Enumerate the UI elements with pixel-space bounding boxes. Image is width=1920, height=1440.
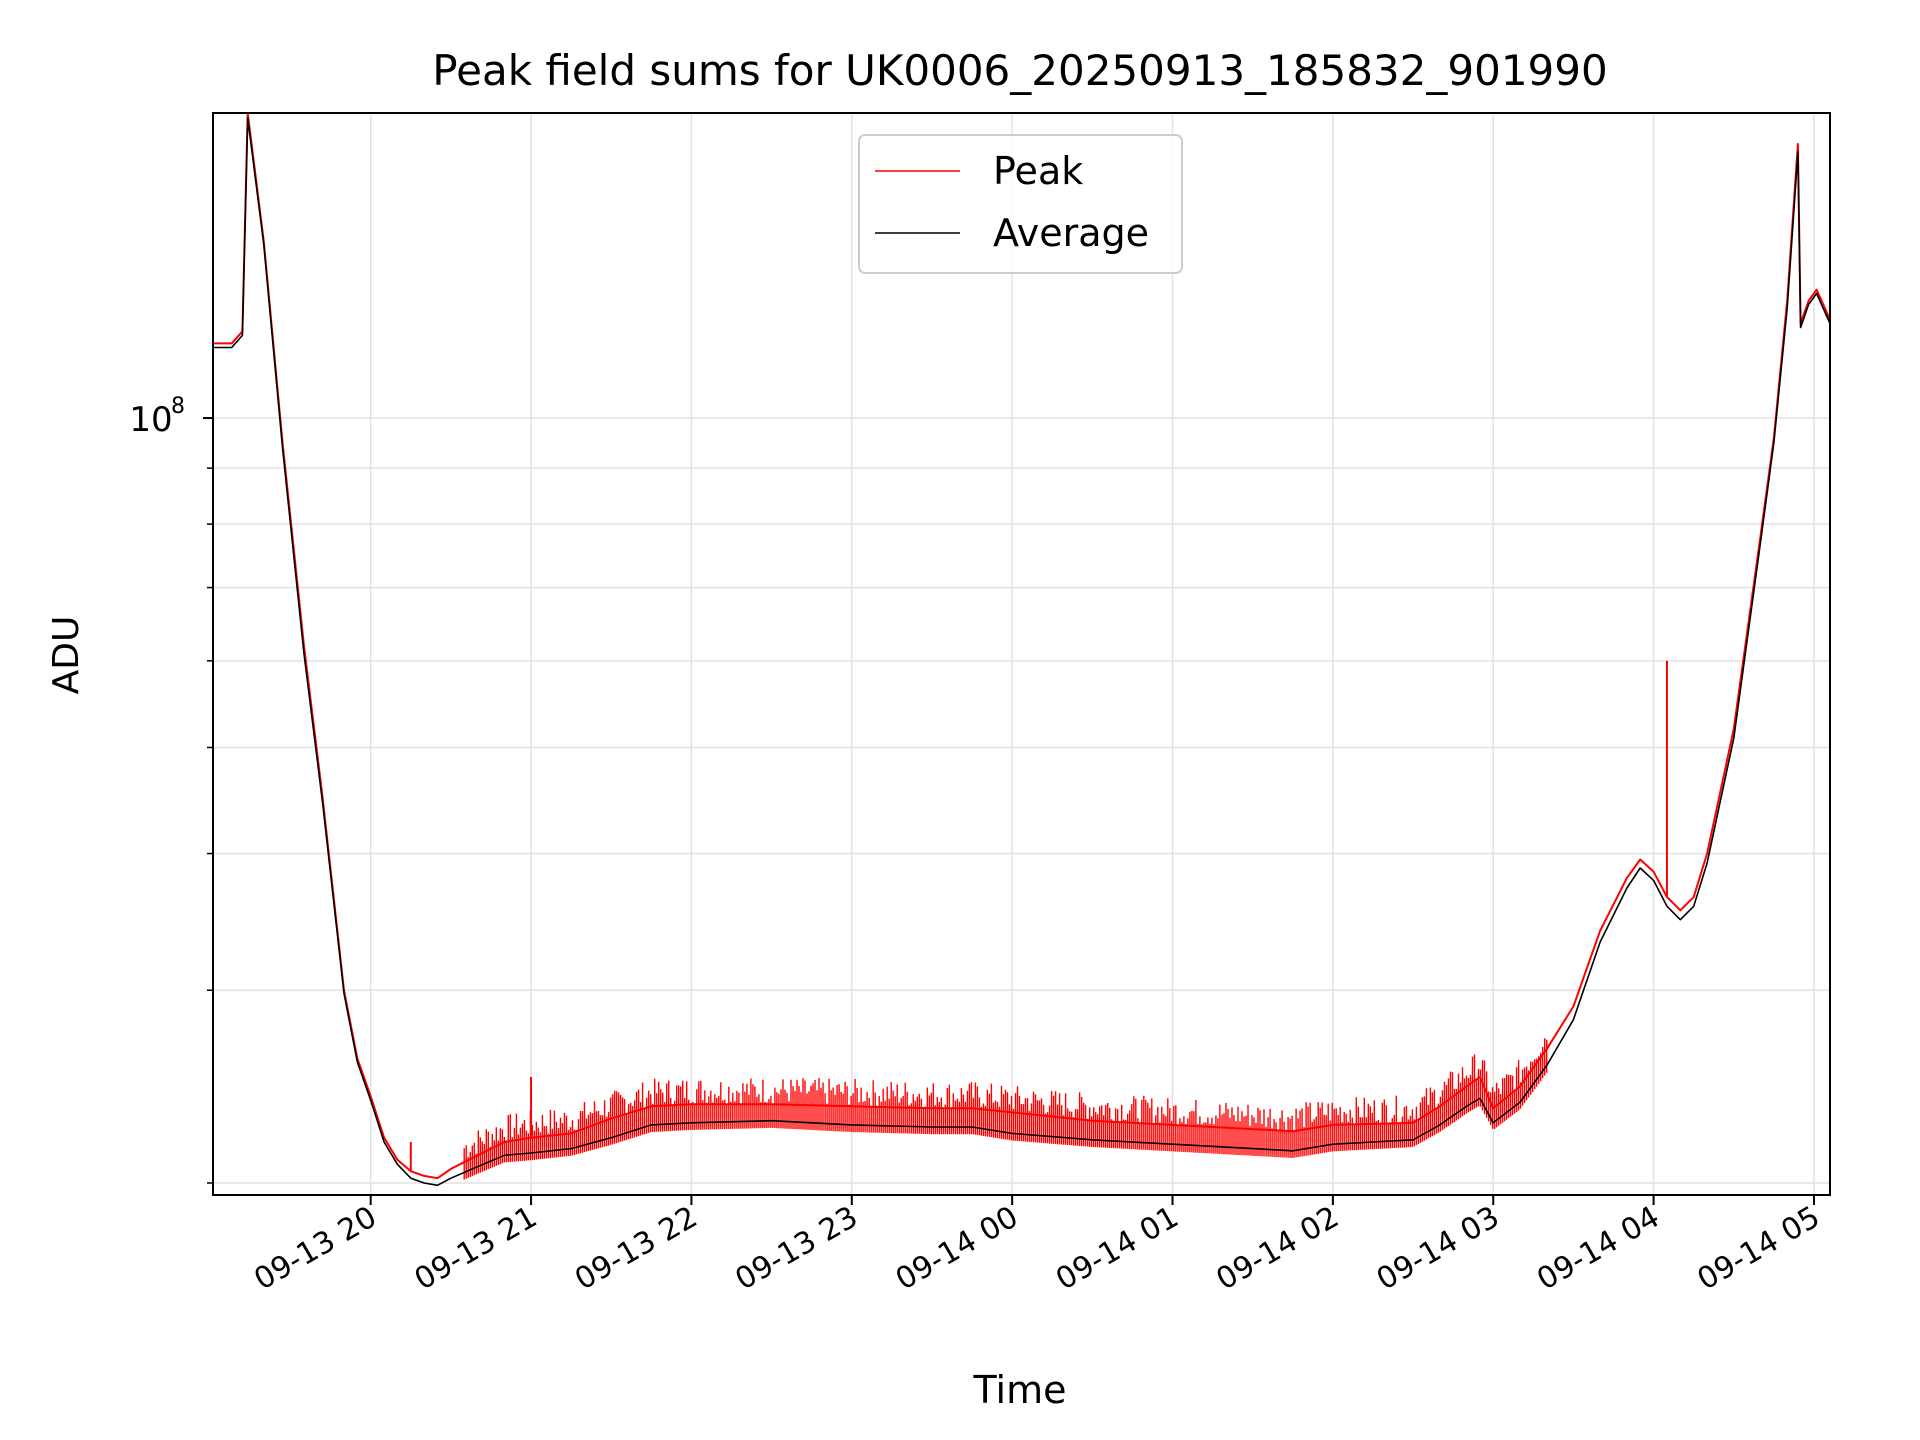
legend-average-label: Average <box>993 211 1149 255</box>
plot-frame <box>212 112 1831 1196</box>
y-tick-label-exponent: 8 <box>171 394 185 419</box>
grid-lines <box>213 113 1830 1195</box>
series-lines <box>213 112 1831 1187</box>
legend: Peak Average <box>858 134 1183 274</box>
legend-peak-label: Peak <box>993 149 1083 193</box>
y-axis-label: ADU <box>46 616 87 695</box>
legend-box <box>858 134 1183 274</box>
average-series-line <box>213 117 1831 1187</box>
y-tick-label: 10 <box>129 400 172 440</box>
chart-title: Peak field sums for UK0006_20250913_1858… <box>432 46 1607 95</box>
peak-series-line <box>213 112 1831 1180</box>
x-axis-label: Time <box>973 1368 1067 1412</box>
